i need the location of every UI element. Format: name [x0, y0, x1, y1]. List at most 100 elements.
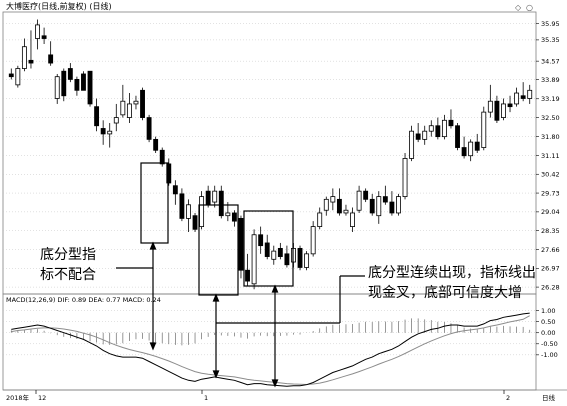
price-tick-label: 33.19: [541, 95, 560, 103]
candle-down: [461, 147, 467, 157]
annotation-right-line1: 底分型连续出现，指标线出: [368, 264, 536, 281]
candle-up: [487, 100, 493, 113]
candle-down: [67, 68, 73, 80]
macd-tick-label: -0.50: [541, 340, 558, 348]
candle-down: [435, 125, 441, 138]
candle-down: [140, 89, 145, 118]
candle-down: [48, 54, 54, 64]
candle-up: [15, 68, 21, 86]
candle-down: [369, 198, 375, 214]
annotation-left-line1: 底分型指: [40, 247, 96, 263]
macd-panel: [2, 293, 537, 391]
candle-down: [81, 73, 86, 91]
candle-up: [527, 89, 533, 99]
candle-down: [238, 218, 244, 271]
candle-down: [179, 193, 185, 219]
macd-axis: 1.00 0.50 0.00 -0.50 -1.00: [541, 307, 558, 359]
candle-down: [494, 100, 500, 121]
candle-up: [376, 196, 382, 217]
macd-tick-label: 0.50: [541, 318, 555, 326]
candle-up: [199, 196, 205, 227]
annotation-right-line2: 现金叉，底部可信度大增: [368, 285, 522, 301]
candle-up: [113, 117, 119, 124]
price-tick-label: 27.66: [541, 246, 560, 254]
candle-up: [343, 209, 349, 214]
candlestick-series: [8, 19, 533, 290]
price-tick-label: 31.80: [541, 133, 560, 141]
candle-up: [271, 250, 277, 260]
candle-up: [409, 130, 415, 159]
price-tick-label: 31.11: [541, 152, 560, 160]
candle-down: [87, 70, 93, 105]
candle-up: [126, 103, 132, 118]
circle-icon[interactable]: ○: [526, 3, 533, 12]
candle-down: [28, 59, 34, 64]
macd-tick-label: 1.00: [541, 307, 555, 315]
candle-down: [192, 215, 198, 230]
candle-down: [277, 247, 283, 257]
price-tick-label: 34.57: [541, 57, 560, 65]
candle-up: [225, 212, 231, 217]
price-tick-label: 35.35: [541, 36, 560, 44]
candle-down: [153, 138, 159, 151]
annotation-left-line2: 标不配合: [40, 267, 96, 283]
candle-up: [514, 92, 520, 105]
candle-up: [317, 212, 323, 227]
candle-up: [35, 24, 40, 39]
candle-up: [428, 125, 434, 132]
candle-up: [310, 226, 316, 255]
price-tick-label: 33.89: [541, 76, 560, 84]
candle-up: [350, 212, 355, 227]
candle-down: [258, 234, 264, 247]
candle-up: [304, 253, 310, 268]
price-tick-label: 32.50: [541, 114, 560, 122]
candle-down: [245, 269, 250, 282]
candle-up: [21, 46, 27, 69]
bottom-fractal-box-1: [140, 162, 169, 244]
candle-up: [323, 198, 329, 211]
candle-down: [363, 190, 369, 200]
candle-up: [330, 196, 336, 203]
dea-line: [11, 315, 530, 386]
price-tick-label: 35.95: [541, 20, 560, 28]
candle-down: [74, 79, 80, 91]
candle-up: [186, 204, 191, 219]
candle-down: [100, 128, 106, 135]
candle-up: [468, 141, 474, 157]
candle-down: [415, 133, 421, 140]
bottom-fractal-box-3: [243, 210, 294, 287]
diamond-icon[interactable]: ◇: [515, 3, 522, 12]
candle-down: [382, 196, 388, 203]
price-tick-label: 29.04: [541, 208, 560, 216]
candle-up: [501, 103, 506, 118]
price-tick-label: 26.28: [541, 283, 560, 291]
candle-up: [356, 190, 362, 211]
dif-line: [11, 312, 530, 387]
date-label-12: 12: [38, 394, 46, 402]
candle-down: [297, 247, 303, 268]
candle-up: [133, 100, 139, 105]
candle-down: [336, 198, 342, 214]
price-axis: 35.95 35.35 34.57 33.89 33.19 32.50 31.80 31.11…: [541, 20, 560, 292]
candle-down: [455, 125, 460, 148]
candle-up: [481, 111, 487, 148]
candle-down: [284, 253, 290, 266]
candle-down: [172, 185, 178, 195]
candle-down: [507, 103, 513, 108]
chart-title: 大博医疗(日线,前复权) (日线): [6, 1, 112, 11]
macd-tick-label: 0.00: [541, 329, 555, 337]
candle-down: [218, 190, 224, 217]
bottom-fractal-box-2: [198, 204, 239, 296]
candle-down: [389, 201, 395, 214]
candle-up: [251, 234, 257, 285]
candle-up: [396, 196, 401, 214]
candle-down: [94, 106, 100, 127]
candle-down: [474, 141, 480, 151]
price-tick-label: 28.35: [541, 227, 560, 235]
price-tick-label: 29.73: [541, 189, 560, 197]
date-label-year: 2018年: [6, 393, 30, 402]
candle-up: [422, 130, 428, 140]
candle-down: [205, 190, 211, 206]
candle-down: [448, 119, 454, 127]
